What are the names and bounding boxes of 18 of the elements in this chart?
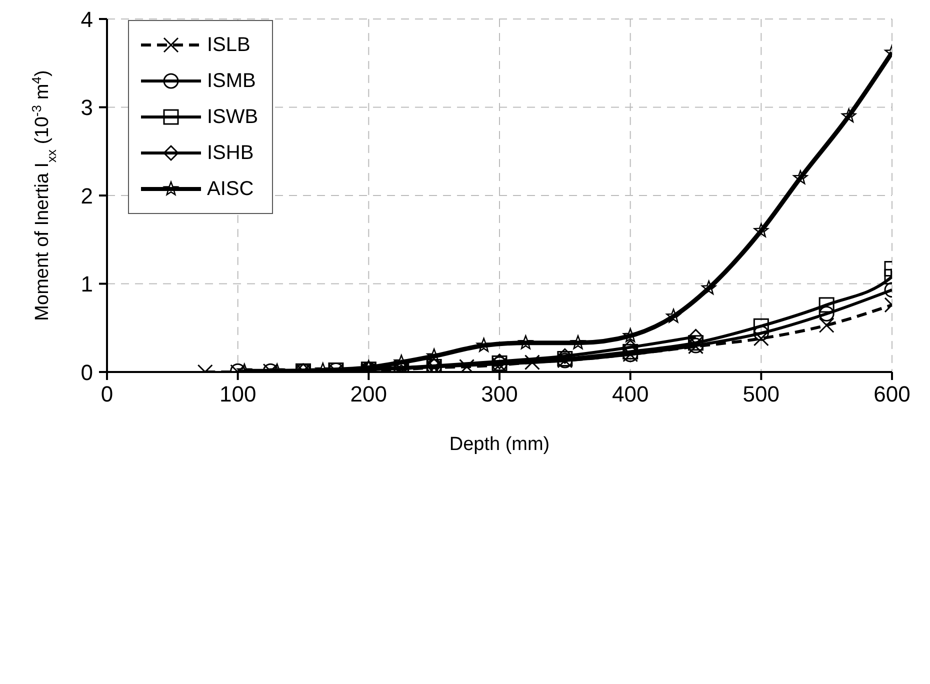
y-tick-label: 3: [80, 95, 93, 120]
x-tick-label: 600: [874, 382, 910, 407]
y-tick-label: 2: [80, 183, 93, 208]
legend-label: ISHB: [207, 142, 254, 164]
legend-label: ISLB: [207, 34, 250, 56]
x-tick-label: 500: [742, 382, 780, 407]
x-tick-label: 0: [100, 382, 114, 407]
x-tick-label: 400: [612, 382, 649, 407]
legend-label: ISWB: [207, 106, 258, 128]
y-tick-label: 4: [80, 6, 93, 32]
x-tick-label: 300: [481, 382, 518, 407]
x-axis-title: Depth (mm): [449, 434, 550, 455]
y-tick-label: 0: [80, 360, 93, 385]
x-tick-label: 200: [350, 382, 388, 407]
y-tick-label: 1: [80, 272, 93, 297]
legend-label: AISC: [207, 178, 254, 200]
legend-label: ISMB: [207, 70, 256, 92]
x-tick-label: 100: [219, 382, 256, 407]
